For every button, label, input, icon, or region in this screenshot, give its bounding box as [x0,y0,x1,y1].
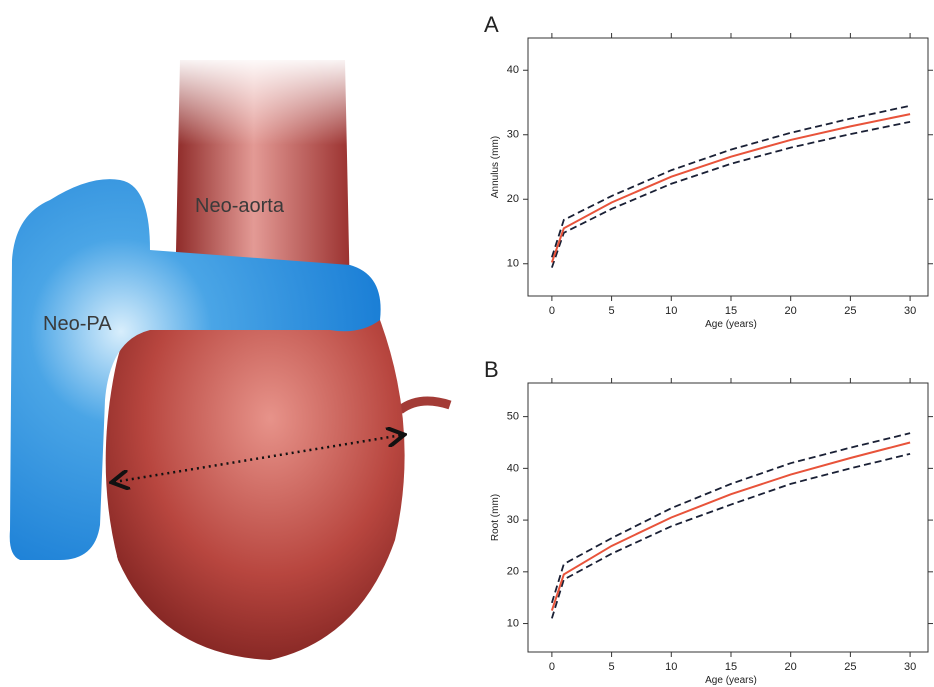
x-tick-label: 10 [665,305,677,317]
x-axis-label: Age (years) [705,675,757,686]
series-line [550,113,911,263]
y-tick-label: 30 [507,514,519,526]
y-tick-label: 20 [507,566,519,578]
y-tick-label: 10 [507,617,519,629]
x-tick-label: 25 [844,661,856,673]
y-tick-label: 20 [507,193,519,205]
x-tick-label: 30 [904,661,916,673]
illustration-label: Neo-PA [43,313,112,335]
series-line [551,452,911,619]
x-tick-label: 0 [549,305,555,317]
plot-frame [527,37,929,297]
x-tick-label: 15 [725,305,737,317]
series-line [551,432,911,604]
illustration: Neo-aorta Neo-PA [9,55,452,660]
panel-label: A [484,12,499,37]
y-axis-label: Annulus (mm) [490,136,501,198]
panel-label: B [484,357,499,382]
y-tick-label: 30 [507,129,519,141]
y-tick-label: 10 [507,258,519,270]
x-tick-label: 20 [785,305,797,317]
series-line [550,441,911,611]
series-line [551,104,911,258]
x-tick-label: 5 [609,661,615,673]
series-line [551,120,911,268]
x-tick-label: 30 [904,305,916,317]
y-axis-label: Root (mm) [490,494,501,541]
y-tick-label: 40 [507,64,519,76]
x-axis-label: Age (years) [705,319,757,330]
y-tick-label: 50 [507,411,519,423]
x-tick-label: 20 [785,661,797,673]
x-tick-label: 15 [725,661,737,673]
y-tick-label: 40 [507,462,519,474]
plot-frame [527,382,929,653]
illustration-label: Neo-aorta [195,195,285,217]
x-tick-label: 0 [549,661,555,673]
x-tick-label: 10 [665,661,677,673]
x-tick-label: 5 [609,305,615,317]
x-tick-label: 25 [844,305,856,317]
